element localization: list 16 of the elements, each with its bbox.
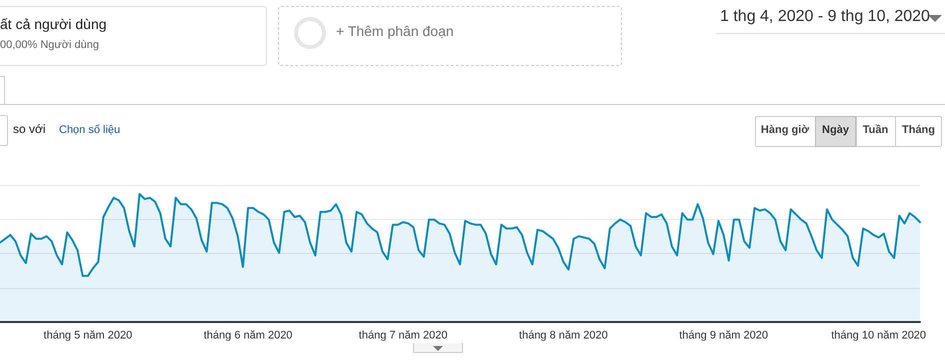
x-tick-label: tháng 7 năm 2020 (358, 330, 448, 342)
x-tick-label: tháng 5 năm 2020 (44, 330, 132, 342)
text: Ngày (821, 124, 850, 136)
x-tick-label: tháng 6 năm 2020 (204, 330, 292, 342)
text: + Thêm phân đoạn (336, 23, 454, 39)
x-tick-label: tháng 8 năm 2020 (519, 330, 608, 342)
x-tick-label: tháng 9 năm 2020 (679, 330, 768, 342)
text: 00,00% Người dùng (0, 39, 99, 51)
text: ất cả người dùng (0, 16, 107, 32)
text: 1 thg 4, 2020 - 9 thg 10, 2020 (720, 8, 930, 26)
text: Tháng (901, 124, 936, 136)
x-tick-label: tháng 10 năm 2020 (831, 330, 926, 342)
text: Tuần (862, 124, 890, 136)
text: so với (13, 122, 46, 136)
text: Hàng giờ (760, 124, 810, 136)
text: Chọn số liệu (59, 124, 120, 136)
